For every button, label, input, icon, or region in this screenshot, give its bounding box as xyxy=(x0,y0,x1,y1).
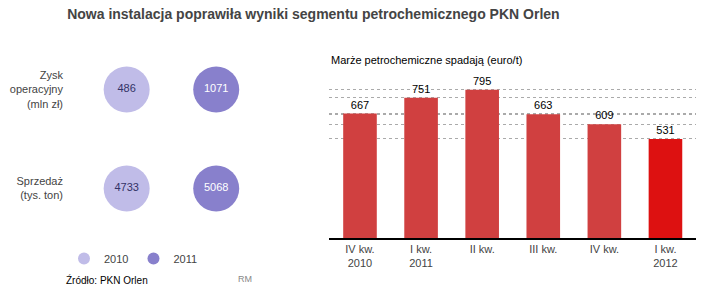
svg-text:Marże petrochemiczne spadają (: Marże petrochemiczne spadają (euro/t) xyxy=(331,54,522,66)
svg-text:609: 609 xyxy=(595,109,613,121)
svg-text:2010: 2010 xyxy=(104,253,128,265)
svg-text:751: 751 xyxy=(412,83,430,95)
svg-text:Sprzedaż(tys. ton): Sprzedaż(tys. ton) xyxy=(17,175,63,201)
svg-text:Zyskoperacyjny(mln zł): Zyskoperacyjny(mln zł) xyxy=(10,69,64,110)
svg-text:II kw.: II kw. xyxy=(470,243,495,255)
svg-text:486: 486 xyxy=(117,82,135,94)
svg-text:2011: 2011 xyxy=(173,253,197,265)
svg-text:4733: 4733 xyxy=(114,181,138,193)
svg-text:RM: RM xyxy=(238,274,252,284)
svg-text:Nowa instalacja poprawiła wyni: Nowa instalacja poprawiła wyniki segment… xyxy=(67,6,559,22)
svg-text:I kw.2012: I kw.2012 xyxy=(653,243,677,269)
svg-text:795: 795 xyxy=(473,75,491,87)
svg-text:IV kw.: IV kw. xyxy=(590,243,619,255)
svg-text:5068: 5068 xyxy=(204,181,228,193)
svg-text:I kw.2011: I kw.2011 xyxy=(409,243,433,269)
svg-text:III kw.: III kw. xyxy=(529,243,557,255)
svg-text:1071: 1071 xyxy=(204,82,228,94)
svg-text:667: 667 xyxy=(351,99,369,111)
svg-text:663: 663 xyxy=(534,99,552,111)
svg-text:Źródło: PKN Orlen: Źródło: PKN Orlen xyxy=(66,274,148,286)
svg-text:IV kw.2010: IV kw.2010 xyxy=(345,243,374,269)
svg-text:531: 531 xyxy=(656,124,674,136)
